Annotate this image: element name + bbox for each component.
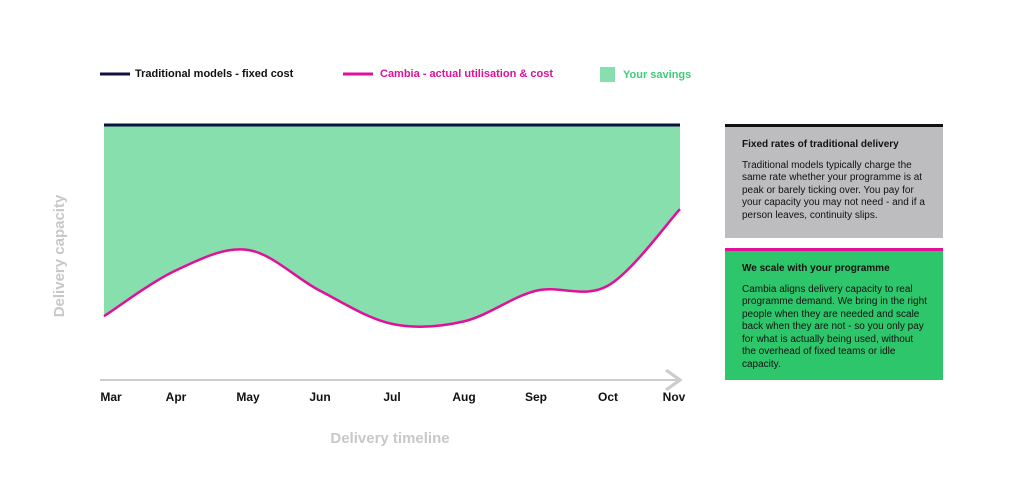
x-tick-label: Sep [525,390,547,404]
card-text: Traditional models typically charge the … [742,159,925,221]
x-tick-label: May [236,390,260,404]
card-text: Cambia aligns delivery capacity to real … [742,283,927,370]
x-tick-label: Jun [309,390,330,404]
x-tick-label: Mar [100,390,122,404]
legend-swatch [600,67,615,82]
annotation-card: We scale with your programme Cambia align… [725,248,943,380]
x-axis-label: Delivery timeline [330,430,449,447]
x-tick-label: Nov [663,390,686,404]
y-axis-label: Delivery capacity [51,194,68,317]
series-line [103,208,681,329]
card-title: We scale with your programme [742,263,890,274]
x-tick-label: Jul [383,390,400,404]
legend-label: Your savings [623,69,691,81]
x-tick-label: Oct [598,390,618,404]
legend-label: Cambia - actual utilisation & cost [380,68,553,80]
annotation-card: Fixed rates of traditional delivery Tradi… [725,124,943,238]
x-tick-label: Aug [452,390,475,404]
savings-area [104,125,680,327]
legend-label: Traditional models - fixed cost [135,68,294,80]
card-title: Fixed rates of traditional delivery [742,139,899,150]
x-tick-label: Apr [166,390,187,404]
